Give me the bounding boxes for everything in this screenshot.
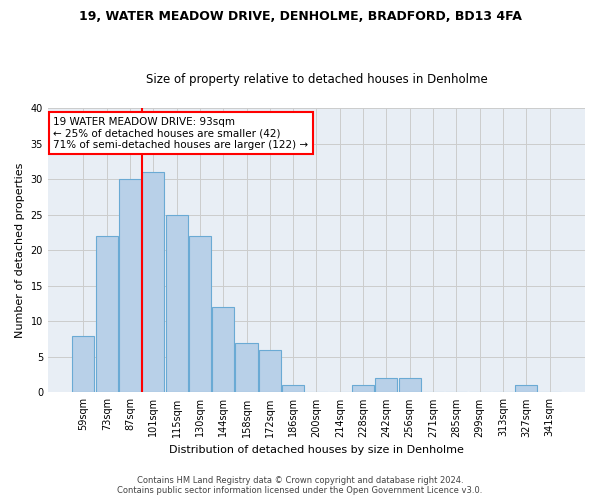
X-axis label: Distribution of detached houses by size in Denholme: Distribution of detached houses by size … — [169, 445, 464, 455]
Bar — [212, 307, 235, 392]
Bar — [259, 350, 281, 393]
Bar — [189, 236, 211, 392]
Bar — [166, 214, 188, 392]
Text: 19 WATER MEADOW DRIVE: 93sqm
← 25% of detached houses are smaller (42)
71% of se: 19 WATER MEADOW DRIVE: 93sqm ← 25% of de… — [53, 116, 308, 150]
Bar — [352, 386, 374, 392]
Text: 19, WATER MEADOW DRIVE, DENHOLME, BRADFORD, BD13 4FA: 19, WATER MEADOW DRIVE, DENHOLME, BRADFO… — [79, 10, 521, 23]
Bar — [142, 172, 164, 392]
Bar — [376, 378, 397, 392]
Bar — [515, 386, 537, 392]
Bar — [398, 378, 421, 392]
Text: Contains HM Land Registry data © Crown copyright and database right 2024.
Contai: Contains HM Land Registry data © Crown c… — [118, 476, 482, 495]
Bar — [282, 386, 304, 392]
Bar — [73, 336, 94, 392]
Bar — [95, 236, 118, 392]
Title: Size of property relative to detached houses in Denholme: Size of property relative to detached ho… — [146, 73, 487, 86]
Bar — [119, 179, 141, 392]
Bar — [235, 342, 257, 392]
Y-axis label: Number of detached properties: Number of detached properties — [15, 162, 25, 338]
